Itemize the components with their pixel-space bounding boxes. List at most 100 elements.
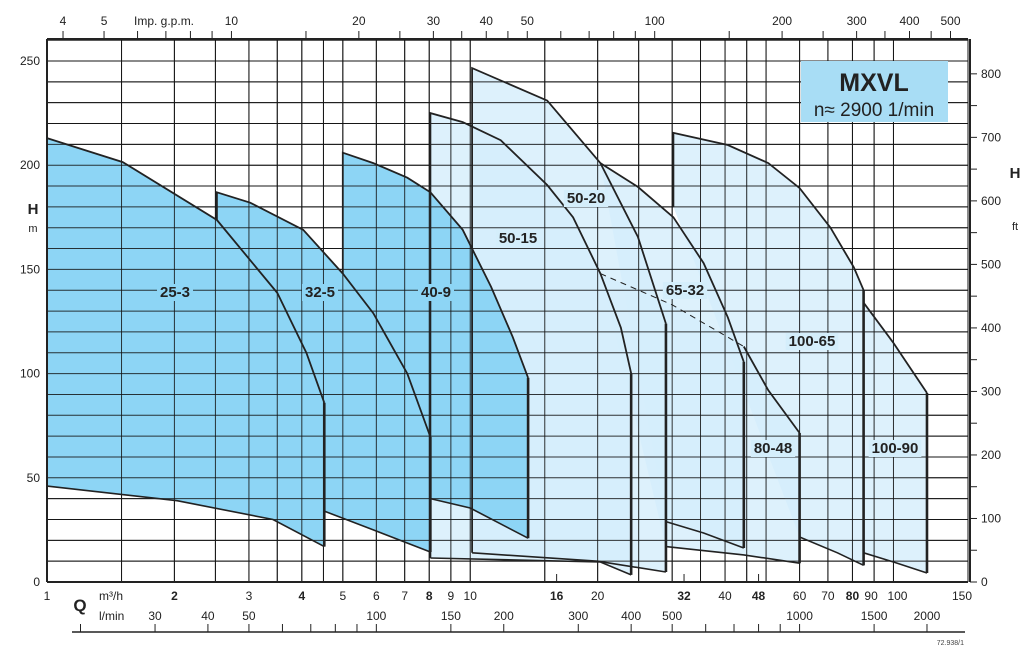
bottom-tick-label-lmin: 100 (366, 609, 386, 623)
left-axis-label: H (28, 201, 39, 218)
series-label-bg (417, 284, 455, 301)
bottom-tick-label-m3h: 40 (718, 589, 732, 603)
bottom-axis-unit-lmin: l/min (99, 609, 124, 623)
bottom-tick-label-lmin: 300 (568, 609, 588, 623)
range-25-3 (47, 138, 325, 547)
pump-ranges (47, 68, 927, 575)
top-tick-label: 500 (940, 14, 960, 28)
bottom-tick-label-m3h: 20 (591, 589, 605, 603)
top-tick-label: 10 (225, 14, 239, 28)
bottom-axis-unit-m3h: m³/h (99, 589, 123, 603)
series-label-50-15: 50-15 (499, 230, 537, 247)
series-label-bg (662, 282, 708, 299)
top-tick-label: 40 (480, 14, 494, 28)
curve-min-32-5 (324, 510, 431, 553)
curve-max-50-20 (471, 66, 667, 553)
right-axis-label: H (1010, 165, 1021, 182)
bottom-tick-label-lmin: 150 (441, 609, 461, 623)
right-tick-label: 300 (981, 384, 1001, 398)
left-tick-label: 250 (20, 54, 40, 68)
top-tick-label: 200 (772, 14, 792, 28)
curve-min-65-32 (665, 520, 745, 549)
left-tick-label: 0 (33, 575, 40, 589)
series-label-100-90: 100-90 (872, 440, 919, 457)
axes: 0501001502002500100200300400500600700800… (20, 14, 1001, 633)
bottom-tick-label-m3h: 3 (246, 589, 253, 603)
bottom-tick-label-lmin: 1000 (786, 609, 813, 623)
title-box: MXVL n≈ 2900 1/min (801, 61, 948, 122)
curve-min-25-3 (46, 485, 325, 548)
curve-min-50-20 (472, 552, 667, 573)
curve-min-40-9 (430, 497, 529, 539)
left-tick-label: 150 (20, 262, 40, 276)
bottom-tick-label-m3h: 48 (752, 589, 766, 603)
bottom-tick-label-lmin: 40 (201, 609, 215, 623)
curve-min-80-48 (665, 545, 800, 564)
bottom-tick-label-m3h: 16 (550, 589, 564, 603)
right-tick-label: 0 (981, 575, 988, 589)
series-label-bg (750, 440, 796, 457)
curve-max-25-3 (46, 137, 326, 404)
bottom-tick-label-lmin: 50 (242, 609, 256, 623)
curve-max-100-65 (672, 131, 865, 291)
bottom-tick-label-lmin: 400 (621, 609, 641, 623)
bottom-tick-label-m3h: 70 (821, 589, 835, 603)
bottom-tick-label-m3h: 2 (171, 589, 178, 603)
top-tick-label: 300 (847, 14, 867, 28)
bottom-tick-label-m3h: 100 (887, 589, 907, 603)
top-tick-label: 30 (427, 14, 441, 28)
curve-max-80-48 (743, 346, 801, 434)
left-tick-label: 200 (20, 158, 40, 172)
series-label-bg (495, 230, 541, 247)
curve-min-100-65 (799, 536, 864, 567)
series-label-25-3: 25-3 (160, 284, 190, 301)
series-label-80-48: 80-48 (754, 440, 792, 457)
series-label-40-9: 40-9 (421, 284, 451, 301)
top-tick-label: 400 (899, 14, 919, 28)
bottom-tick-label-m3h: 150 (952, 589, 972, 603)
top-tick-label: 50 (521, 14, 535, 28)
right-tick-label: 600 (981, 194, 1001, 208)
series-label-bg (563, 190, 609, 207)
series-label-100-65: 100-65 (789, 333, 836, 350)
left-tick-label: 50 (27, 471, 41, 485)
curve-max-50-15 (429, 111, 633, 558)
bottom-tick-label-m3h: 9 (448, 589, 455, 603)
top-tick-label: 5 (101, 14, 108, 28)
top-axis-label: Imp. g.p.m. (134, 14, 194, 28)
series-labels: 25-3 32-5 40-9 50-15 50-20 65-32 80-48 100-65 10… (156, 190, 922, 457)
left-axis-unit: m (28, 223, 37, 235)
series-label-50-20: 50-20 (567, 190, 605, 207)
bottom-tick-label-lmin: 2000 (914, 609, 941, 623)
bottom-tick-label-m3h: 8 (426, 589, 433, 603)
curve-max-65-32 (599, 162, 745, 363)
right-tick-label: 500 (981, 257, 1001, 271)
right-tick-label: 800 (981, 67, 1001, 81)
top-tick-label: 4 (60, 14, 67, 28)
series-label-65-32: 65-32 (666, 282, 704, 299)
bottom-tick-label-m3h: 5 (339, 589, 346, 603)
right-tick-label: 400 (981, 321, 1001, 335)
top-tick-label: 100 (645, 14, 665, 28)
series-label-bg (156, 284, 194, 301)
bottom-tick-label-m3h: 60 (793, 589, 807, 603)
bottom-tick-label-m3h: 10 (464, 589, 478, 603)
right-tick-label: 100 (981, 511, 1001, 525)
bottom-tick-label-m3h: 32 (677, 589, 691, 603)
bottom-tick-label-lmin: 200 (494, 609, 514, 623)
bottom-tick-label-m3h: 80 (846, 589, 860, 603)
series-label-bg (785, 333, 839, 350)
right-tick-label: 700 (981, 130, 1001, 144)
left-tick-label: 100 (20, 367, 40, 381)
bottom-tick-label-m3h: 6 (373, 589, 380, 603)
bottom-tick-label-lmin: 500 (662, 609, 682, 623)
bottom-tick-label-lmin: 30 (148, 609, 162, 623)
pump-curves (46, 66, 929, 576)
curve-max-100-90 (862, 302, 928, 394)
curve-hidden-80-48 (600, 273, 745, 347)
footnote: 72.938/1 (937, 640, 964, 647)
series-label-bg (301, 284, 339, 301)
right-tick-label: 200 (981, 448, 1001, 462)
bottom-tick-label-m3h: 7 (401, 589, 408, 603)
